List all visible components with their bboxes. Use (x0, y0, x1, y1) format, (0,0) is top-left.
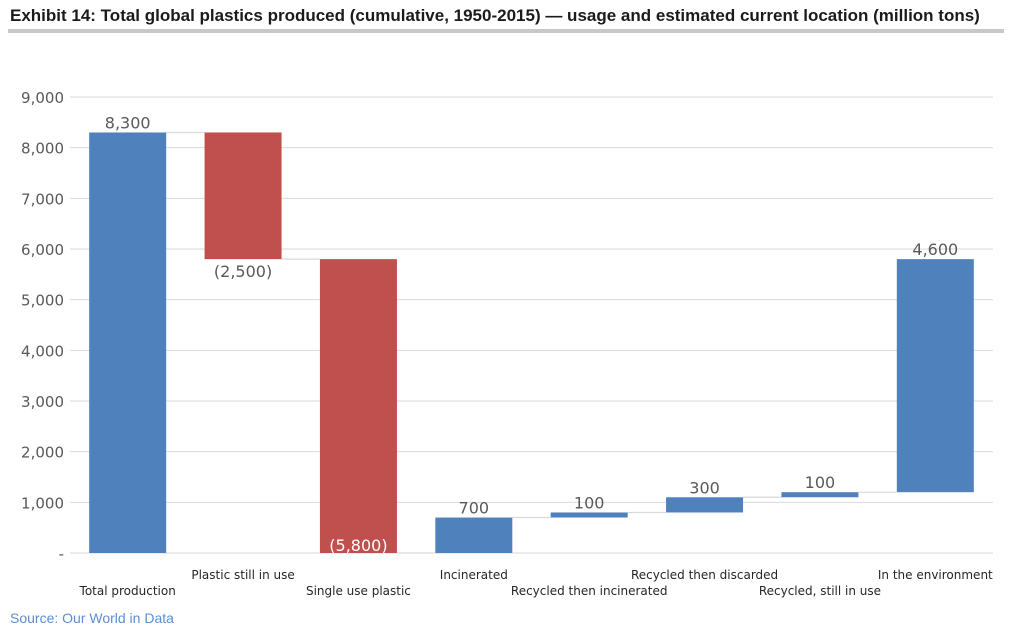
y-tick-label: - (59, 545, 64, 563)
data-label: 300 (689, 478, 720, 497)
y-tick-label: 2,000 (21, 444, 64, 462)
bar (435, 517, 513, 553)
bars (89, 132, 974, 553)
data-label: (5,800) (329, 536, 387, 555)
y-tick-label: 1,000 (21, 494, 64, 512)
x-tick-label: Plastic still in use (191, 568, 294, 582)
data-label: 4,600 (912, 240, 958, 259)
y-tick-label: 6,000 (21, 241, 64, 259)
data-label: (2,500) (214, 262, 272, 281)
data-label: 100 (574, 493, 605, 512)
bar (319, 259, 397, 553)
source-note: Source: Our World in Data (10, 610, 174, 626)
connector-lines (166, 131, 897, 554)
title-divider (8, 29, 1004, 33)
bar (781, 492, 859, 498)
data-label: 700 (459, 499, 490, 518)
x-tick-label: Recycled, still in use (759, 584, 881, 598)
y-tick-label: 4,000 (21, 342, 64, 360)
y-tick-label: 3,000 (21, 393, 64, 411)
y-tick-label: 9,000 (21, 89, 64, 107)
chart-title: Exhibit 14: Total global plastics produc… (10, 6, 980, 25)
x-tick-label: In the environment (878, 568, 993, 582)
bar (666, 497, 744, 513)
x-tick-label: Total production (79, 584, 176, 598)
x-tick-label: Recycled then discarded (631, 568, 778, 582)
y-tick-label: 7,000 (21, 190, 64, 208)
bar (896, 259, 974, 493)
x-tick-label: Recycled then incinerated (511, 584, 668, 598)
x-axis: Total production Plastic still in use Sing… (79, 568, 994, 598)
x-tick-label: Incinerated (440, 568, 508, 582)
data-label: 8,300 (105, 113, 151, 132)
bar (204, 132, 282, 260)
y-axis: - 1,000 2,000 3,000 4,000 5,000 6,000 7,000 8,00… (21, 89, 64, 563)
y-tick-label: 5,000 (21, 292, 64, 310)
y-tick-label: 8,000 (21, 140, 64, 158)
data-label: 100 (805, 473, 836, 492)
bar (550, 512, 628, 518)
bar (89, 132, 167, 553)
x-tick-label: Single use plastic (306, 584, 411, 598)
data-labels: 8,300 (2,500) (5,800) 700 100 300 100 4,600 (105, 113, 958, 555)
